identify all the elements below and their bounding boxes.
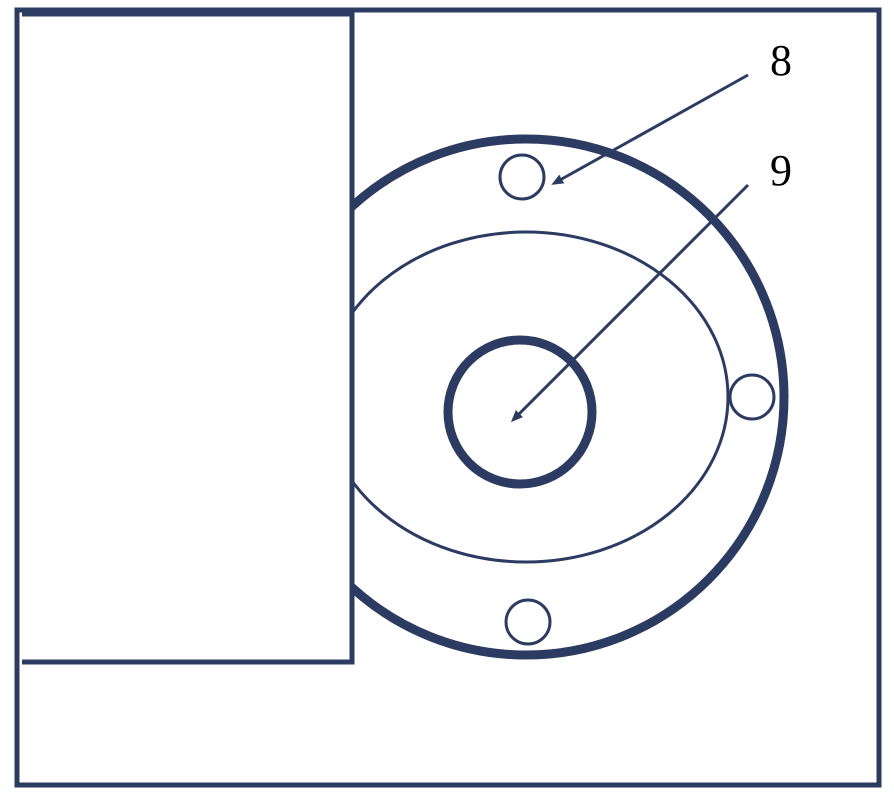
diagram-canvas: 8 9: [0, 0, 894, 795]
step-notch: [22, 14, 352, 662]
callout-8-label: 8: [770, 36, 792, 85]
callout-9-label: 9: [770, 146, 792, 195]
callout-8-arrow: [560, 75, 748, 180]
